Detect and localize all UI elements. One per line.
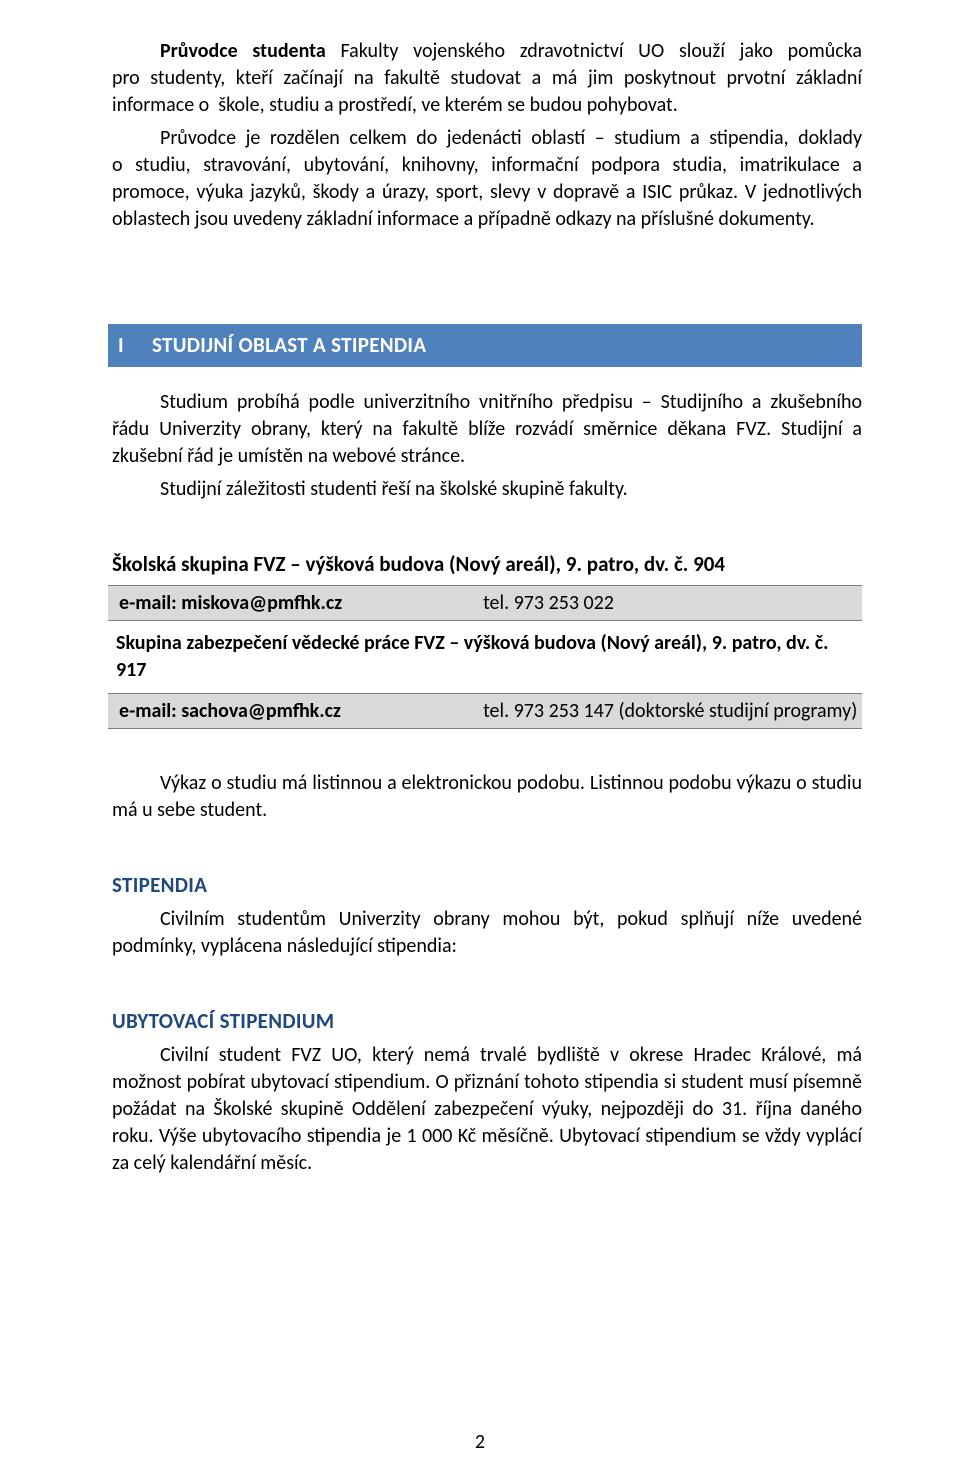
location-line-2: Skupina zabezpečení vědecké práce FVZ – … [116, 630, 862, 684]
contact-table-row-2: e-mail: sachova@pmfhk.cz tel. 973 253 14… [108, 693, 862, 729]
ubytovaci-heading: UBYTOVACÍ STIPENDIUM [112, 1008, 862, 1034]
contact-phone-1: tel. 973 253 022 [483, 591, 862, 615]
intro-paragraph-2: Průvodce je rozdělen celkem do jedenácti… [112, 125, 862, 233]
contact-phone-2: tel. 973 253 147 (doktorské studijní pro… [483, 699, 862, 723]
page-number: 2 [0, 1430, 960, 1454]
section-paragraph-3: Výkaz o studiu má listinnou a elektronic… [112, 770, 862, 824]
contact-email-2: e-mail: sachova@pmfhk.cz [119, 699, 483, 723]
section-paragraph-2: Studijní záležitosti studenti řeší na šk… [112, 476, 862, 503]
section-number: I [118, 332, 134, 358]
spacer [112, 736, 862, 770]
section-heading-bar: I STUDIJNÍ OBLAST A STIPENDIA [108, 323, 862, 367]
spacer [112, 509, 862, 527]
intro-bold-lead: Průvodce studenta [160, 39, 326, 63]
intro-paragraph-1: Průvodce studenta Fakulty vojenského zdr… [112, 38, 862, 119]
section-paragraph-1: Studium probíhá podle univerzitního vnit… [112, 389, 862, 470]
document-page: Průvodce studenta Fakulty vojenského zdr… [0, 0, 960, 1478]
location-line-1: Školská skupina FVZ – výšková budova (No… [112, 551, 862, 577]
section-title: STUDIJNÍ OBLAST A STIPENDIA [152, 332, 426, 358]
stipendia-heading: STIPENDIA [112, 872, 862, 898]
ubytovaci-paragraph: Civilní student FVZ UO, který nemá trval… [112, 1042, 862, 1177]
stipendia-paragraph: Civilním studentům Univerzity obrany moh… [112, 906, 862, 960]
contact-table-row-1: e-mail: miskova@pmfhk.cz tel. 973 253 02… [108, 585, 862, 621]
contact-email-1: e-mail: miskova@pmfhk.cz [119, 591, 483, 615]
